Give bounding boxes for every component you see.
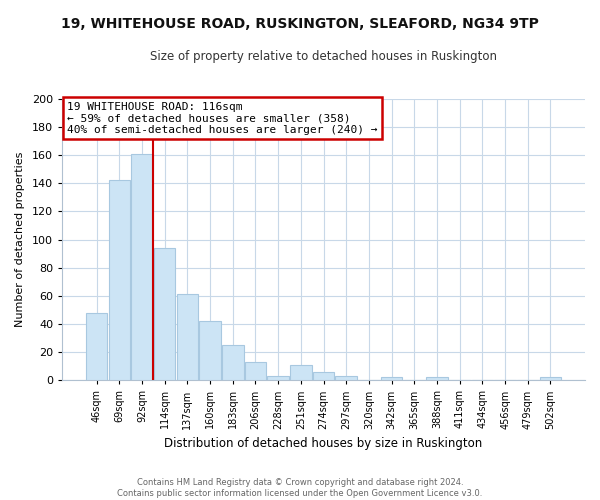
Bar [313, 372, 334, 380]
Bar [109, 180, 130, 380]
Text: 19 WHITEHOUSE ROAD: 116sqm
← 59% of detached houses are smaller (358)
40% of sem: 19 WHITEHOUSE ROAD: 116sqm ← 59% of deta… [67, 102, 378, 135]
Bar [199, 321, 221, 380]
X-axis label: Distribution of detached houses by size in Ruskington: Distribution of detached houses by size … [164, 437, 482, 450]
Bar [245, 362, 266, 380]
Bar [86, 312, 107, 380]
Bar [154, 248, 175, 380]
Bar [268, 376, 289, 380]
Bar [131, 154, 153, 380]
Title: Size of property relative to detached houses in Ruskington: Size of property relative to detached ho… [150, 50, 497, 63]
Bar [290, 365, 311, 380]
Bar [335, 376, 357, 380]
Bar [426, 378, 448, 380]
Bar [539, 378, 561, 380]
Y-axis label: Number of detached properties: Number of detached properties [15, 152, 25, 328]
Bar [222, 345, 244, 380]
Bar [381, 378, 403, 380]
Bar [176, 294, 198, 380]
Text: 19, WHITEHOUSE ROAD, RUSKINGTON, SLEAFORD, NG34 9TP: 19, WHITEHOUSE ROAD, RUSKINGTON, SLEAFOR… [61, 18, 539, 32]
Text: Contains HM Land Registry data © Crown copyright and database right 2024.
Contai: Contains HM Land Registry data © Crown c… [118, 478, 482, 498]
